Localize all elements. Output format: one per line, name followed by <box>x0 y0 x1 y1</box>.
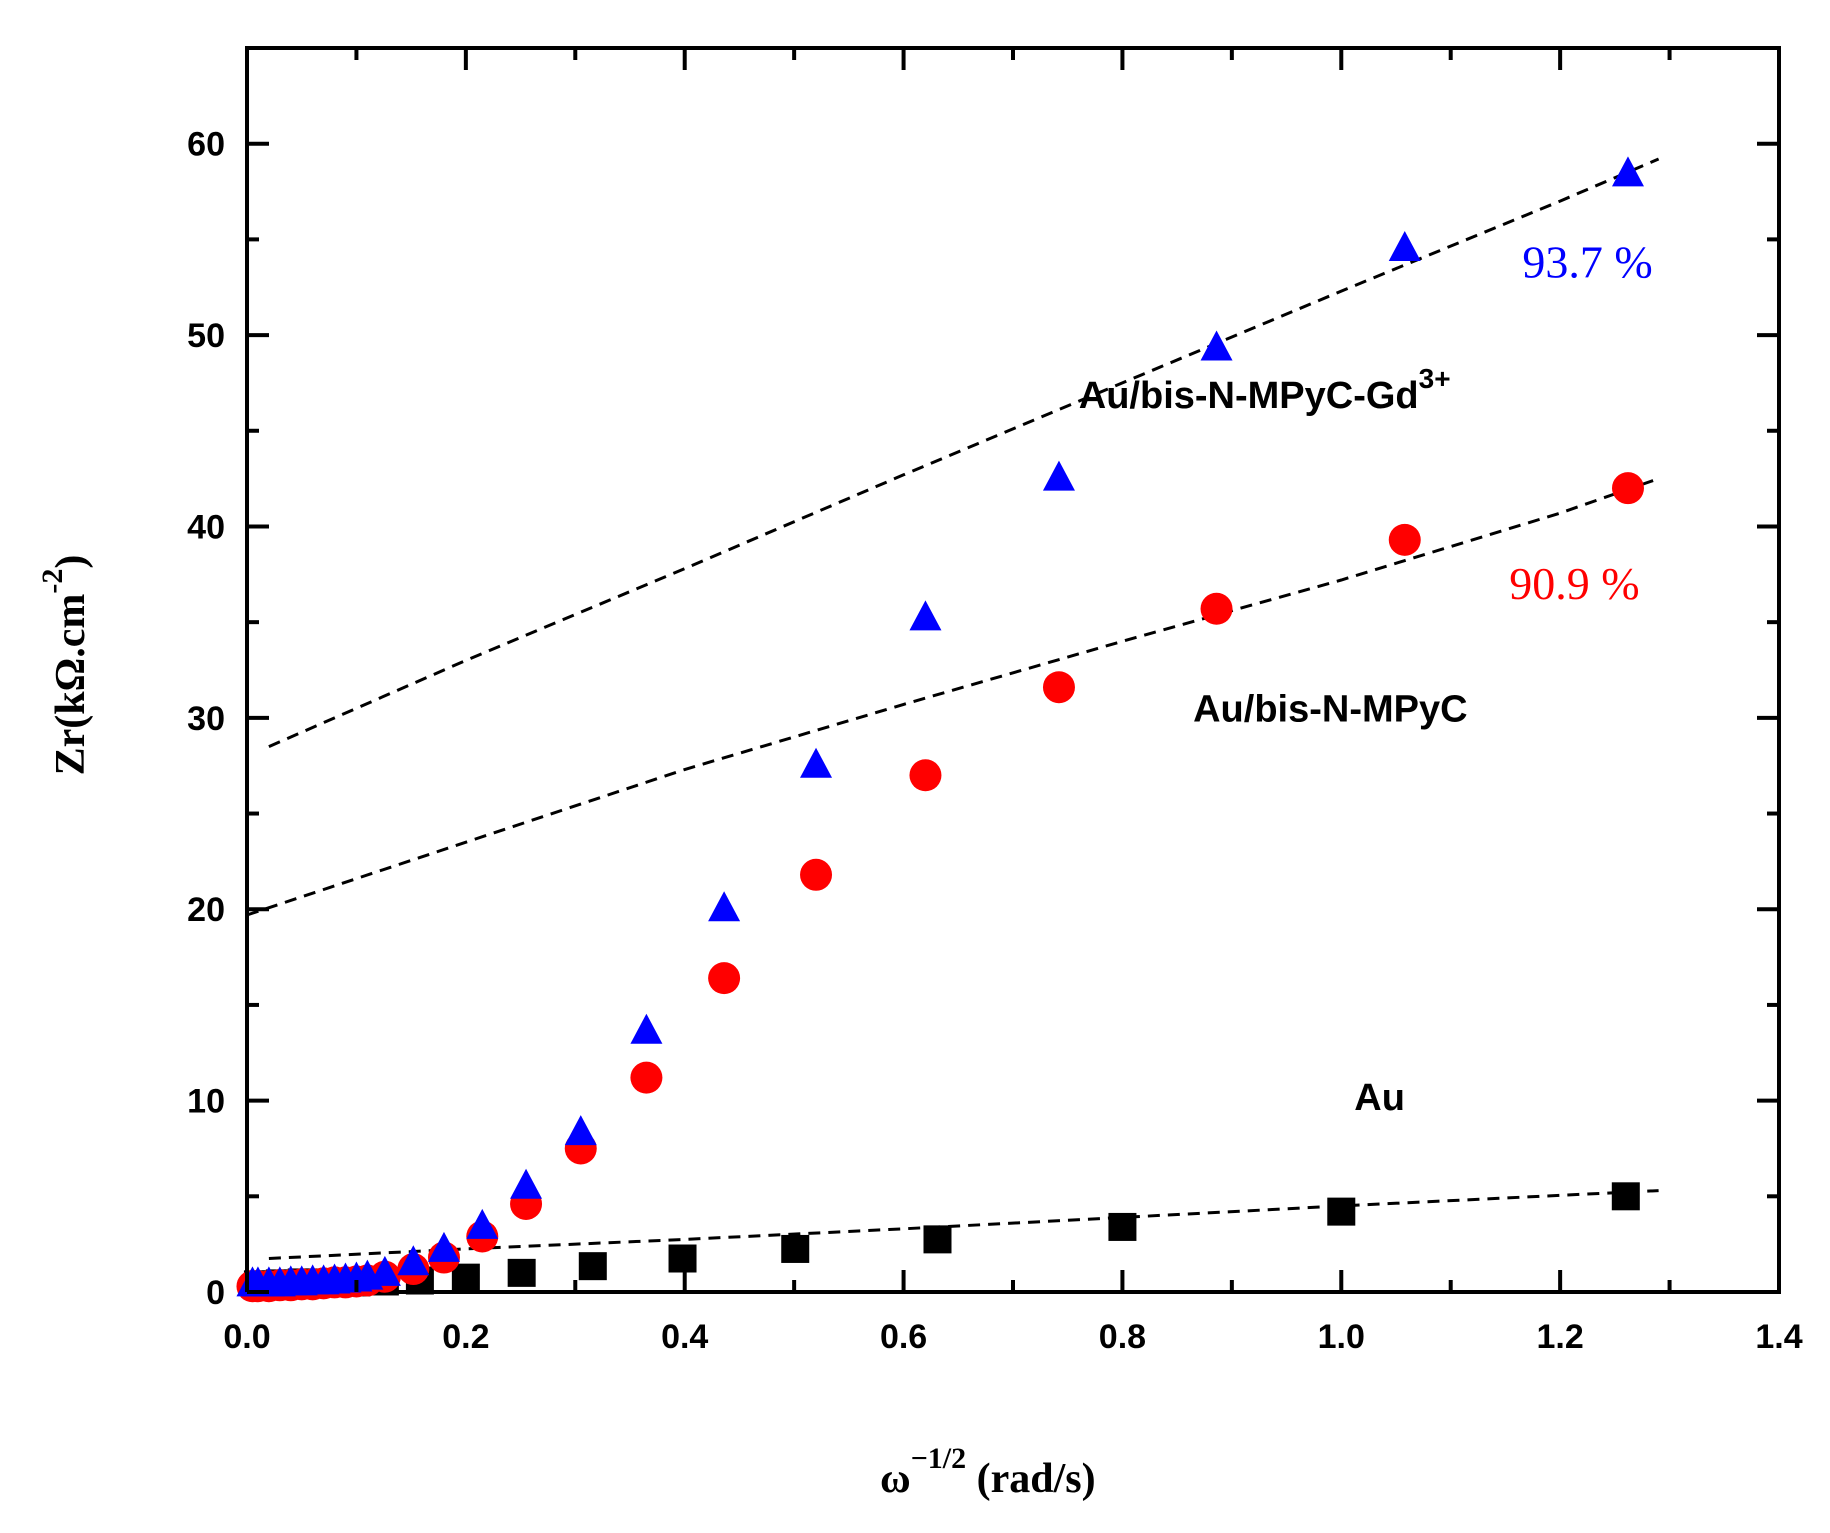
triangle-point <box>466 1208 499 1239</box>
x-axis-title-base: ω <box>880 1456 911 1502</box>
triangle-point <box>397 1245 430 1276</box>
square-point <box>1108 1212 1137 1241</box>
square-point <box>781 1234 810 1263</box>
plot-frame <box>245 46 1781 1294</box>
y-tick-label: 60 <box>187 126 225 164</box>
square-point <box>1611 1182 1640 1211</box>
triangle-point <box>909 600 942 631</box>
y-tick-label: 50 <box>187 317 225 355</box>
x-tick-label: 1.4 <box>1755 1318 1802 1356</box>
fit-line <box>246 477 1660 917</box>
circle-point <box>1388 523 1421 556</box>
circle-point <box>1200 592 1233 625</box>
y-axis-title-base: Zr(kΩ.cm <box>48 594 94 776</box>
circle-point <box>708 962 741 995</box>
y-tick-label: 40 <box>187 508 225 546</box>
annotation-text: Au <box>1354 1077 1405 1119</box>
square-point <box>923 1225 952 1254</box>
x-tick-label: 0.6 <box>880 1318 927 1356</box>
y-axis-title-exp: -2 <box>36 569 69 594</box>
annotation-superscript: 3+ <box>1419 363 1451 394</box>
triangle-point <box>368 1255 401 1286</box>
square-point <box>668 1244 697 1273</box>
y-tick-label: 20 <box>187 891 225 929</box>
fit-lines <box>246 157 1660 1260</box>
percentage-label: 90.9 % <box>1509 558 1639 609</box>
circle-point <box>909 759 942 792</box>
triangle-point <box>800 747 833 778</box>
triangle-point <box>708 891 741 922</box>
square-point <box>578 1252 607 1281</box>
square-point <box>507 1258 536 1287</box>
series-label: Au <box>1354 1077 1405 1119</box>
x-tick-label: 0.2 <box>442 1318 489 1356</box>
x-axis-title: ω−1/2 (rad/s) <box>880 1442 1096 1502</box>
percentage-label: 93.7 % <box>1522 237 1652 288</box>
annotations: 93.7 %90.9 %Au/bis-N-MPyC-Gd3+Au/bis-N-M… <box>1079 237 1653 1120</box>
circle-point <box>1042 671 1075 704</box>
y-tick-label: 10 <box>187 1083 225 1121</box>
series-label: Au/bis-N-MPyC-Gd3+ <box>1079 363 1451 417</box>
triangle-point <box>1200 330 1233 361</box>
annotation-text: Au/bis-N-MPyC <box>1193 689 1467 731</box>
y-axis-title-close: ) <box>48 555 94 569</box>
tick-labels: 0.0 0.2 0.4 0.6 0.8 1.0 1.2 1.4 0 10 20 30 40 50 60 <box>187 126 1803 1356</box>
fit-line <box>268 157 1660 748</box>
triangle-point <box>1042 460 1075 491</box>
triangle-point <box>1388 230 1421 261</box>
x-axis-title-exp: −1/2 <box>911 1442 966 1475</box>
triangle-point <box>1611 156 1644 187</box>
triangle-point <box>564 1115 597 1146</box>
square-point <box>1327 1197 1356 1226</box>
x-tick-label: 0.4 <box>661 1318 708 1356</box>
circle-point <box>800 858 833 891</box>
data-points <box>236 156 1644 1303</box>
annotation-text: 93.7 % <box>1522 237 1652 288</box>
circle-point <box>630 1061 663 1094</box>
y-axis-title: Zr(kΩ.cm-2) <box>36 555 94 776</box>
circle-point <box>1611 472 1644 505</box>
y-tick-label: 30 <box>187 700 225 738</box>
annotation-text: Au/bis-N-MPyC-Gd <box>1079 375 1419 417</box>
x-axis-title-unit: (rad/s) <box>966 1456 1096 1502</box>
triangle-point <box>427 1231 460 1262</box>
x-tick-label: 0.8 <box>1099 1318 1146 1356</box>
axis-ticks <box>245 46 1781 1294</box>
y-tick-label: 0 <box>206 1274 225 1312</box>
annotation-text: 90.9 % <box>1509 558 1639 609</box>
x-tick-label: 0.0 <box>223 1318 270 1356</box>
triangle-point <box>630 1013 663 1044</box>
triangle-point <box>510 1168 543 1199</box>
x-tick-label: 1.0 <box>1318 1318 1365 1356</box>
series-label: Au/bis-N-MPyC <box>1193 689 1467 731</box>
x-tick-label: 1.2 <box>1537 1318 1584 1356</box>
